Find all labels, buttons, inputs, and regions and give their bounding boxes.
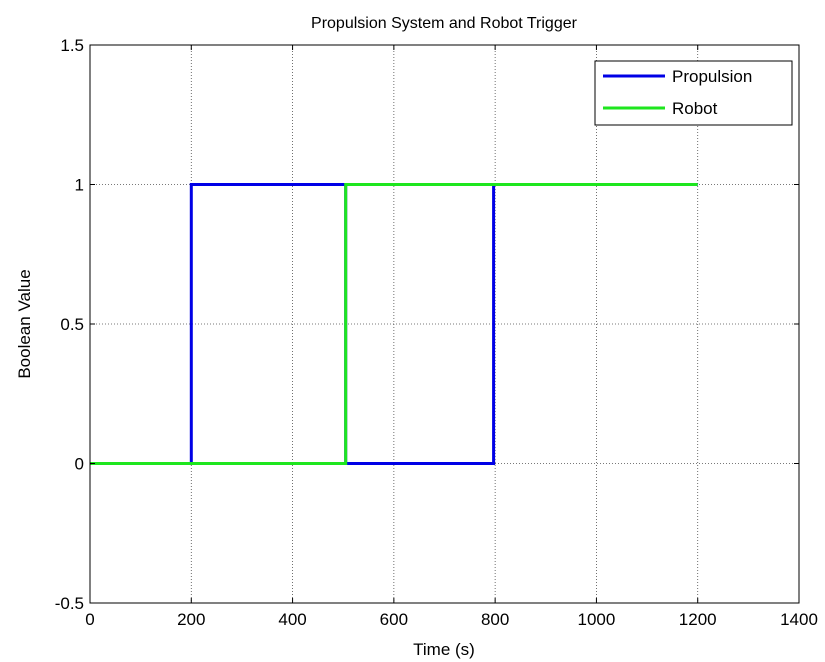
y-axis-label: Boolean Value: [15, 269, 34, 378]
legend: Propulsion Robot: [594, 60, 793, 126]
grid-layer: [90, 45, 799, 603]
chart-title: Propulsion System and Robot Trigger: [311, 15, 578, 32]
series-line-robot: [90, 183, 698, 465]
legend-box: [594, 60, 793, 126]
y-tick-label: 0: [75, 455, 84, 474]
x-tick-label: 800: [481, 610, 509, 629]
y-tick-label: 1.5: [60, 36, 84, 55]
x-tick-label: 200: [177, 610, 205, 629]
y-tick-label: -0.5: [55, 594, 84, 613]
y-tick-label: 1: [75, 176, 84, 195]
x-tick-label: 1400: [780, 610, 818, 629]
x-axis-label: Time (s): [413, 640, 475, 659]
tick-layer: 0 200 400 600 800 1000 1200 1400-0.500.511.5: [55, 36, 818, 629]
legend-label-propulsion: Propulsion: [672, 67, 752, 86]
y-tick-label: 0.5: [60, 315, 84, 334]
x-tick-label: 0: [85, 610, 94, 629]
x-tick-label: 1000: [578, 610, 616, 629]
x-tick-label: 600: [380, 610, 408, 629]
x-tick-label: 1200: [679, 610, 717, 629]
x-tick-label: 400: [278, 610, 306, 629]
series-layer: [90, 183, 698, 465]
legend-label-robot: Robot: [672, 99, 718, 118]
